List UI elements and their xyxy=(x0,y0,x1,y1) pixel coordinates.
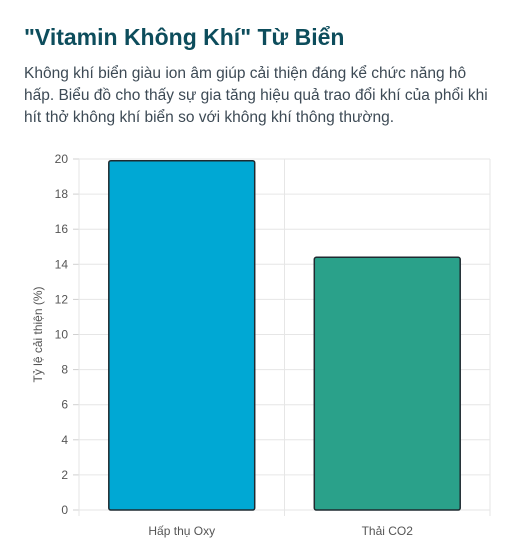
y-tick-label: 2 xyxy=(61,468,68,482)
chart-title: "Vitamin Không Khí" Từ Biển xyxy=(24,24,345,50)
bar-0[interactable] xyxy=(108,160,256,511)
y-tick-label: 12 xyxy=(55,292,69,306)
y-tick-label: 20 xyxy=(55,152,69,166)
x-tick-label: Thải CO2 xyxy=(362,524,414,538)
y-tick-label: 6 xyxy=(61,398,68,412)
y-tick-label: 16 xyxy=(55,222,69,236)
x-axis-ticks: Hấp thụ Oxy Thải CO2 xyxy=(148,524,413,538)
y-tick-label: 10 xyxy=(55,328,69,342)
y-axis-ticks: 0 2 4 6 8 10 12 14 16 18 20 xyxy=(55,152,69,517)
y-tick-label: 4 xyxy=(61,433,68,447)
chart-description: Không khí biển giàu ion âm giúp cải thiệ… xyxy=(24,65,488,126)
bar-1[interactable] xyxy=(313,256,461,511)
y-axis-title: Tỷ lệ cải thiện (%) xyxy=(31,286,45,382)
bars xyxy=(108,160,461,511)
y-tick-label: 14 xyxy=(55,257,69,271)
y-tick-label: 18 xyxy=(55,187,69,201)
y-tick-label: 0 xyxy=(61,503,68,517)
bar-chart: 0 2 4 6 8 10 12 14 16 18 20 Hấp thụ Oxy Thải CO2 Tỷ… xyxy=(31,152,491,538)
x-tick-label: Hấp thụ Oxy xyxy=(148,524,215,538)
y-tick-label: 8 xyxy=(61,363,68,377)
